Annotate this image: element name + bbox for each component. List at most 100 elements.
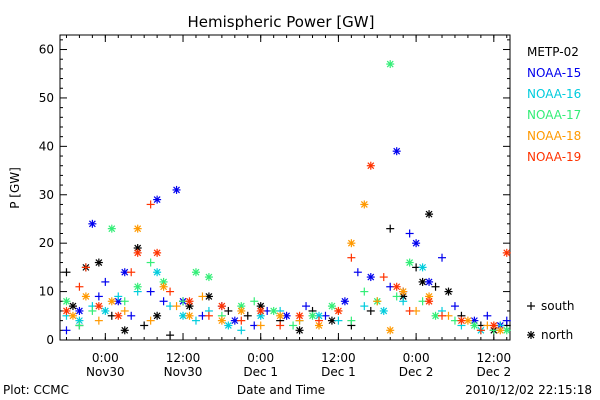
- south-point: [191, 316, 200, 325]
- south-point: [289, 321, 298, 330]
- south-point: [237, 326, 246, 335]
- y-axis: 0 10 20 30 40 50 60: [39, 39, 510, 347]
- north-point: [62, 306, 71, 315]
- north-point: [444, 287, 453, 296]
- south-point: [127, 268, 136, 277]
- y-tick-label: 40: [39, 139, 54, 153]
- marker-legend-south: south: [527, 299, 575, 313]
- x-tick-label-time: 12:00: [166, 351, 201, 365]
- south-point: [75, 282, 84, 291]
- south-point: [314, 316, 323, 325]
- data-points: [62, 60, 511, 340]
- south-point: [75, 321, 84, 330]
- south-point: [276, 321, 285, 330]
- north-point: [133, 224, 142, 233]
- north-point: [502, 248, 511, 257]
- south-point: [431, 282, 440, 291]
- series-noaa-19: [62, 161, 511, 335]
- north-point: [107, 297, 116, 306]
- north-point: [88, 219, 97, 228]
- north-point: [94, 302, 103, 311]
- south-point: [360, 287, 369, 296]
- north-point: [191, 268, 200, 277]
- x-tick-label-date: Nov30: [164, 365, 203, 379]
- north-point: [412, 239, 421, 248]
- marker-legend-label: south: [541, 299, 575, 313]
- north-point: [392, 147, 401, 156]
- south-point: [159, 297, 168, 306]
- legend-entry-metp-02: METP-02: [527, 45, 579, 59]
- north-point: [496, 326, 505, 335]
- north-point: [204, 292, 213, 301]
- north-point: [360, 200, 369, 209]
- y-tick-label: 0: [46, 333, 54, 347]
- north-point: [75, 316, 84, 325]
- south-point: [399, 297, 408, 306]
- x-tick-label-date: Dec 1: [321, 365, 356, 379]
- north-point: [114, 311, 123, 320]
- x-tick-label-time: 0:00: [403, 351, 430, 365]
- north-point: [217, 302, 226, 311]
- north-point: [327, 302, 336, 311]
- north-point: [308, 311, 317, 320]
- north-point: [276, 311, 285, 320]
- south-point: [373, 297, 382, 306]
- marker-legend: south north: [527, 299, 575, 342]
- north-point: [107, 224, 116, 233]
- x-tick-label-date: Nov30: [86, 365, 125, 379]
- y-tick-label: 50: [39, 91, 54, 105]
- legend-entry-noaa-15: NOAA-15: [527, 66, 581, 80]
- north-point: [489, 321, 498, 330]
- north-point: [392, 282, 401, 291]
- north-point: [81, 292, 90, 301]
- north-point: [172, 185, 181, 194]
- x-tick-label-date: Dec 2: [399, 365, 434, 379]
- south-point: [502, 316, 511, 325]
- north-point: [295, 326, 304, 335]
- south-point: [146, 316, 155, 325]
- south-point: [243, 311, 252, 320]
- legend-entry-noaa-18: NOAA-18: [527, 129, 581, 143]
- south-point: [62, 268, 71, 277]
- north-point: [153, 311, 162, 320]
- series-noaa-17: [62, 60, 511, 335]
- south-point: [476, 326, 485, 335]
- footer-timestamp: 2010/12/02 22:15:18: [465, 383, 592, 397]
- north-point: [334, 306, 343, 315]
- x-tick-label-time: 0:00: [92, 351, 119, 365]
- south-point: [94, 292, 103, 301]
- north-point: [314, 321, 323, 330]
- north-point: [159, 282, 168, 291]
- north-point: [418, 263, 427, 272]
- south-point: [405, 229, 414, 238]
- south-point: [360, 302, 369, 311]
- south-point: [379, 273, 388, 282]
- south-point: [198, 292, 207, 301]
- y-tick-label: 60: [39, 43, 54, 57]
- north-point: [94, 258, 103, 267]
- south-point: [127, 311, 136, 320]
- north-point: [68, 311, 77, 320]
- north-point: [470, 321, 479, 330]
- footer-credit: Plot: CCMC: [3, 383, 69, 397]
- south-point: [140, 321, 149, 330]
- y-tick-label: 10: [39, 285, 54, 299]
- north-point: [425, 297, 434, 306]
- series-metp-02: [62, 210, 511, 340]
- north-point: [153, 268, 162, 277]
- north-point: [366, 161, 375, 170]
- south-point: [166, 331, 175, 340]
- legend: METP-02 NOAA-15 NOAA-16 NOAA-17 NOAA-18 NOAA-…: [527, 45, 581, 164]
- legend-entry-noaa-19: NOAA-19: [527, 150, 581, 164]
- north-point: [101, 306, 110, 315]
- south-point: [146, 200, 155, 209]
- south-point: [256, 321, 265, 330]
- south-point: [347, 316, 356, 325]
- x-tick-label-time: 12:00: [321, 351, 356, 365]
- south-point: [392, 292, 401, 301]
- south-point: [146, 287, 155, 296]
- north-point: [295, 311, 304, 320]
- north-point: [153, 195, 162, 204]
